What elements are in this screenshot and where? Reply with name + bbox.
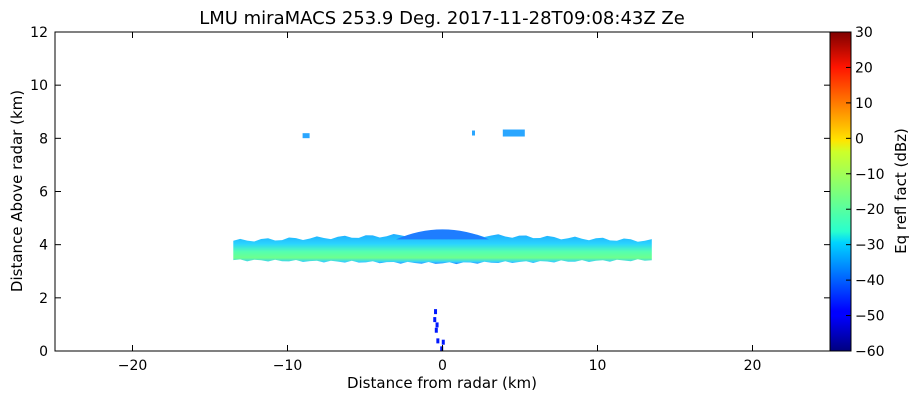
colorbar-tick-label: −50 bbox=[855, 309, 885, 325]
colorbar-tick-label: −30 bbox=[855, 238, 885, 254]
x-tick-label: −20 bbox=[118, 358, 148, 374]
clutter-speck bbox=[434, 309, 438, 315]
colorbar-axis: −60 −50 −40 −30 −20 −10 0 10 20 30 bbox=[846, 25, 885, 360]
colorbar-tick-label: −20 bbox=[855, 202, 885, 218]
high-patch-center bbox=[472, 130, 475, 136]
y-tick-label: 4 bbox=[39, 238, 48, 254]
x-tick-label: 0 bbox=[438, 358, 447, 374]
colorbar-label: Eq refl fact (dBz) bbox=[892, 128, 910, 254]
clutter-speck bbox=[436, 338, 440, 344]
clutter-speck bbox=[440, 346, 444, 352]
colorbar-tick-label: 20 bbox=[855, 60, 873, 76]
y-tick-label: 10 bbox=[30, 78, 48, 94]
y-tick-label: 2 bbox=[39, 291, 48, 307]
clutter-speck bbox=[433, 317, 437, 323]
clutter-speck bbox=[441, 339, 445, 345]
y-axis-label: Distance Above radar (km) bbox=[8, 90, 26, 292]
radar-returns bbox=[233, 129, 652, 352]
colorbar-tick-label: −40 bbox=[855, 273, 885, 289]
colorbar-tick-label: −60 bbox=[855, 344, 885, 360]
cloud-upper-bulge bbox=[396, 229, 489, 240]
x-axis-label: Distance from radar (km) bbox=[347, 374, 537, 392]
y-tick-label: 8 bbox=[39, 131, 48, 147]
y-tick-label: 12 bbox=[30, 25, 48, 41]
colorbar-tick-label: −10 bbox=[855, 167, 885, 183]
y-tick-label: 0 bbox=[39, 344, 48, 360]
x-tick-label: 10 bbox=[589, 358, 607, 374]
main-cloud-layer bbox=[233, 233, 652, 265]
high-patch-left bbox=[302, 133, 310, 139]
colorbar bbox=[829, 31, 852, 352]
colorbar-tick-label: 0 bbox=[855, 131, 864, 147]
high-patch-right bbox=[502, 129, 525, 137]
chart-title: LMU miraMACS 253.9 Deg. 2017-11-28T09:08… bbox=[199, 8, 685, 29]
clutter-speck bbox=[435, 322, 439, 328]
plot-frame bbox=[54, 31, 831, 352]
y-tick-label: 6 bbox=[39, 185, 48, 201]
x-tick-label: −10 bbox=[273, 358, 303, 374]
colorbar-tick-label: 30 bbox=[855, 25, 873, 41]
colorbar-tick-label: 10 bbox=[855, 96, 873, 112]
x-axis: −20 −10 0 10 20 bbox=[118, 32, 762, 374]
clutter-speck bbox=[434, 327, 438, 333]
x-tick-label: 20 bbox=[744, 358, 762, 374]
y-axis: 0 2 4 6 8 10 12 bbox=[30, 25, 830, 360]
